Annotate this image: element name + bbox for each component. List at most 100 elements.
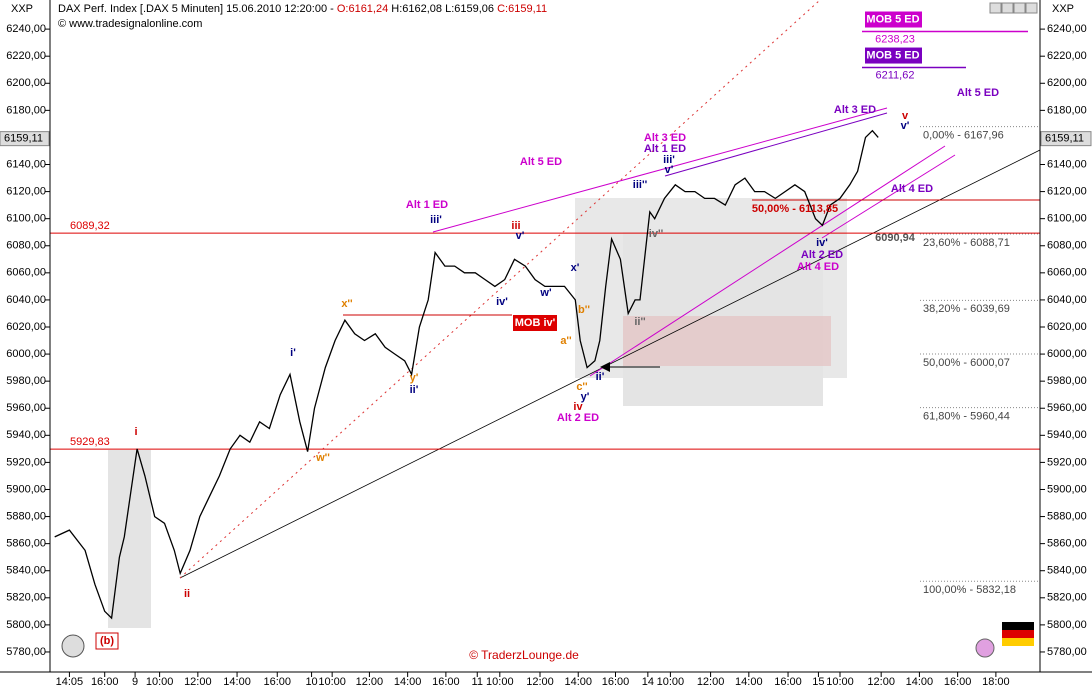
x-tick-label: 16:00: [91, 676, 119, 688]
y-tick-label: 6080,00: [1047, 240, 1087, 252]
y-tick-label: 6220,00: [6, 50, 46, 62]
last-price-label: 6159,11: [4, 133, 43, 145]
x-tick-label: 10: [305, 676, 317, 688]
x-tick-label: 16:00: [602, 676, 630, 688]
fib-label: 38,20% - 6039,69: [923, 303, 1010, 315]
annotation-box: [95, 632, 119, 650]
y-tick-label: 6100,00: [1047, 213, 1087, 225]
logo: [61, 634, 85, 658]
annotation: b'': [578, 304, 590, 316]
x-tick-label: 11: [472, 676, 483, 688]
y-tick-label: 5820,00: [1047, 592, 1087, 604]
annotation: v: [902, 110, 909, 122]
ohlc: L:6159,06: [445, 3, 494, 15]
mob-value: 6211,62: [876, 69, 915, 81]
y-tick-label: 6000,00: [6, 348, 46, 360]
y-tick-label: 6020,00: [6, 321, 46, 333]
tool-button[interactable]: [1001, 2, 1014, 14]
y-tick-label: 6240,00: [1047, 23, 1087, 35]
x-tick-label: 16:00: [432, 676, 460, 688]
y-tick-label: 6040,00: [1047, 294, 1087, 306]
y-tick-label: 5980,00: [1047, 375, 1087, 387]
flag-stripe: [1002, 630, 1034, 638]
x-tick-label: 15: [812, 676, 824, 688]
annotation: iv'': [649, 228, 664, 240]
annotation: a'': [560, 335, 572, 347]
y-tick-label: 6140,00: [6, 158, 46, 170]
annotation: iv: [573, 401, 583, 413]
y-tick-label: 6200,00: [6, 77, 46, 89]
annotation: iii: [511, 220, 520, 232]
level-label: 5929,83: [70, 436, 110, 448]
copyright: © TraderzLounge.de: [469, 648, 579, 662]
annotation: v': [665, 164, 674, 176]
y-tick-label: 6240,00: [6, 23, 46, 35]
annotation: i': [290, 347, 296, 359]
x-tick-label: 14:05: [56, 676, 84, 688]
symbol: XXP: [11, 3, 33, 15]
y-tick-label: 5940,00: [6, 429, 46, 441]
x-tick-label: 12:00: [526, 676, 554, 688]
y-tick-label: 6120,00: [1047, 186, 1087, 198]
annotation: iii'': [633, 179, 648, 191]
tool-button[interactable]: [989, 2, 1002, 14]
annotation: MOB iv': [515, 317, 556, 329]
x-tick-label: 16:00: [774, 676, 802, 688]
y-tick-label: 6080,00: [6, 240, 46, 252]
y-tick-label: 5840,00: [1047, 565, 1087, 577]
y-tick-label: 5900,00: [1047, 483, 1087, 495]
y-tick-label: 5920,00: [6, 456, 46, 468]
symbol: XXP: [1052, 3, 1074, 15]
y-tick-label: 5800,00: [1047, 619, 1087, 631]
title: DAX Perf. Index [.DAX 5 Minuten] 15.06.2…: [58, 3, 547, 15]
mob-label: MOB 5 ED: [866, 13, 919, 25]
tool-button[interactable]: [1013, 2, 1026, 14]
annotation: Alt 5 ED: [957, 87, 999, 99]
fib-label: 100,00% - 5832,18: [923, 584, 1016, 596]
zone: [108, 450, 151, 628]
fib-label: 50,00% - 6000,07: [923, 357, 1010, 369]
annotation: v': [516, 230, 525, 242]
level-label: 6089,32: [70, 220, 110, 232]
x-tick-label: 14: [642, 676, 654, 688]
x-tick-label: 12:00: [356, 676, 384, 688]
annotation: (b): [100, 635, 114, 647]
y-tick-label: 5880,00: [1047, 510, 1087, 522]
trend-line: [589, 145, 946, 377]
ohlc: H:6162,08: [391, 3, 442, 15]
x-tick-label: 14:00: [223, 676, 251, 688]
y-tick-label: 6180,00: [1047, 104, 1087, 116]
x-tick-label: 16:00: [263, 676, 291, 688]
annotation: Alt 5 ED: [520, 156, 562, 168]
y-tick-label: 6020,00: [1047, 321, 1087, 333]
last-price-box-left: [0, 131, 50, 147]
smiley: [975, 638, 995, 658]
annotation: ii: [184, 588, 190, 600]
y-tick-label: 5800,00: [6, 619, 46, 631]
ohlc: C:6159,11: [497, 3, 547, 15]
x-tick-label: 12:00: [697, 676, 725, 688]
annotation: iv': [816, 237, 828, 249]
x-tick-label: 16:00: [944, 676, 972, 688]
y-tick-label: 6180,00: [6, 104, 46, 116]
y-tick-label: 6000,00: [1047, 348, 1087, 360]
trend-line: [821, 154, 956, 239]
annotation: Alt 1 ED: [644, 143, 686, 155]
y-tick-label: 6060,00: [1047, 267, 1087, 279]
fib-label: 0,00% - 6167,96: [923, 130, 1004, 142]
annotation: c'': [576, 381, 588, 393]
annotation: w': [539, 287, 552, 299]
annotation: 50,00% - 6113,85: [752, 203, 838, 215]
annotation: iv': [496, 296, 508, 308]
last-price-box: [1040, 131, 1092, 147]
tool-button[interactable]: [1025, 2, 1038, 14]
x-tick-label: 9: [132, 676, 138, 688]
y-tick-label: 6220,00: [1047, 50, 1087, 62]
y-tick-label: 5860,00: [1047, 538, 1087, 550]
annotation: iii': [663, 154, 675, 166]
mob-box: [865, 11, 922, 28]
annotation: Alt 4 ED: [797, 261, 839, 273]
